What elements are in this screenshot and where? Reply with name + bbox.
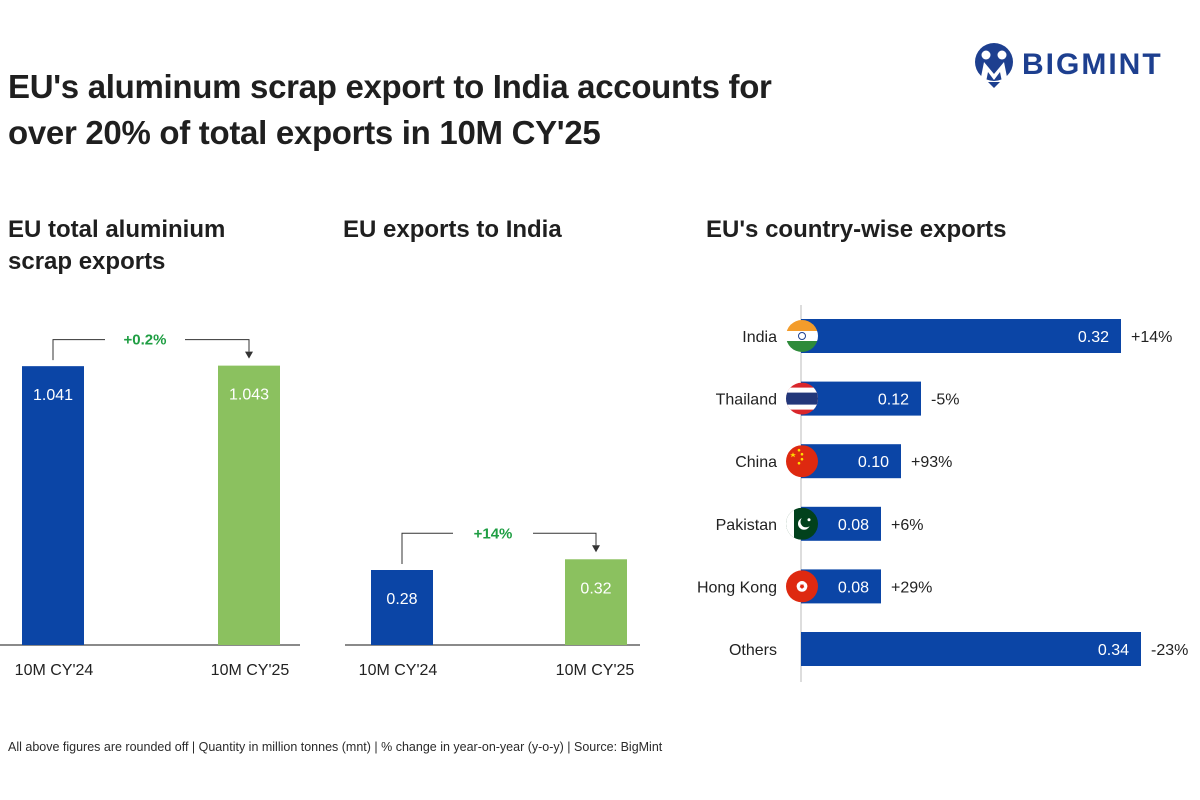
bar-value-label: 1.043 <box>229 387 269 404</box>
change-label: +14% <box>474 525 513 542</box>
bar-india <box>801 319 1121 353</box>
bar-others <box>801 632 1141 666</box>
china-flag-icon <box>786 445 818 478</box>
bar-cy25 <box>565 559 627 645</box>
bigmint-logo-text: BIGMINT <box>1022 48 1163 81</box>
y-tick-label: Thailand <box>716 392 777 409</box>
chart-title-india: EU exports to India <box>343 216 562 243</box>
x-tick-label: 10M CY'24 <box>359 662 438 679</box>
y-tick-label: Pakistan <box>716 517 777 534</box>
bar-value-label: 0.12 <box>878 392 909 409</box>
bar-cy25 <box>218 365 280 645</box>
change-connector-left <box>401 532 453 564</box>
bar-value-label: 0.32 <box>580 580 611 597</box>
change-label: +0.2% <box>124 332 167 349</box>
x-tick-label: 10M CY'24 <box>15 662 94 679</box>
bar-value-label: 0.10 <box>858 454 889 471</box>
change-label: -5% <box>931 392 959 409</box>
bar-cy24 <box>22 366 84 645</box>
y-tick-label: India <box>742 329 777 346</box>
bar-value-label: 1.041 <box>33 387 73 404</box>
bar-value-label: 0.08 <box>838 517 869 534</box>
bar-thailand <box>801 381 921 416</box>
change-arrow-head <box>592 545 600 553</box>
bar-value-label: 0.32 <box>1078 329 1109 346</box>
chart-title-countries: EU's country-wise exports <box>706 216 1007 243</box>
change-connector-left <box>52 339 105 361</box>
bigmint-logo-icon <box>975 43 1013 88</box>
bar-value-label: 0.34 <box>1098 642 1129 659</box>
change-connector-right <box>185 339 250 352</box>
chart-title-total: EU total aluminium scrap exports <box>8 216 226 275</box>
y-tick-label: Others <box>729 642 777 659</box>
y-tick-label: China <box>735 454 777 471</box>
change-label: +6% <box>891 517 923 534</box>
change-label: +29% <box>891 579 932 596</box>
footer-note: All above figures are rounded off | Quan… <box>8 740 663 754</box>
pakistan-flag-icon <box>786 507 818 540</box>
x-tick-label: 10M CY'25 <box>211 662 290 679</box>
bar-value-label: 0.08 <box>838 579 869 596</box>
bar-cy24 <box>371 570 433 645</box>
change-label: +14% <box>1131 329 1172 346</box>
y-tick-label: Hong Kong <box>697 579 777 596</box>
change-connector-right <box>533 532 597 546</box>
bigmint-logo: BIGMINT <box>974 38 1163 92</box>
india-flag-icon <box>786 320 818 352</box>
thailand-flag-icon <box>786 382 818 415</box>
change-arrow-head <box>245 351 253 359</box>
change-label: +93% <box>911 454 952 471</box>
x-tick-label: 10M CY'25 <box>556 662 635 679</box>
change-label: -23% <box>1151 642 1188 659</box>
bar-value-label: 0.28 <box>386 591 417 608</box>
hong-kong-flag-icon <box>786 570 818 603</box>
page-title: EU's aluminum scrap export to India acco… <box>8 68 772 151</box>
